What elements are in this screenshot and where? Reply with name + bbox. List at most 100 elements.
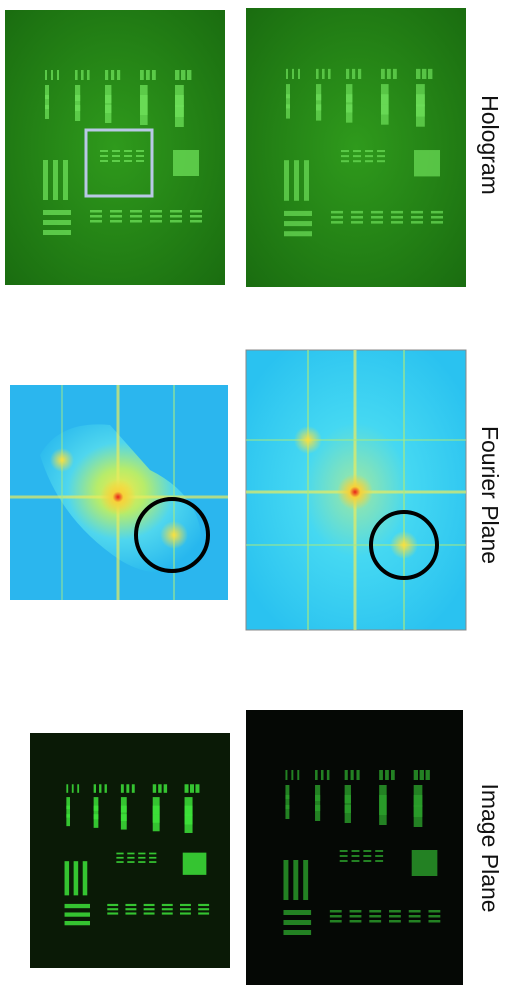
target-bar: [173, 150, 199, 176]
target-bar: [180, 912, 191, 914]
label-fourier: Fourier Plane: [477, 426, 503, 564]
target-bar: [341, 160, 349, 162]
target-bar: [297, 770, 299, 780]
target-bar: [409, 915, 421, 918]
target-bar: [110, 220, 122, 223]
target-bar: [150, 220, 162, 223]
target-bar: [365, 155, 373, 157]
target-bar: [294, 160, 299, 201]
target-bar: [389, 910, 401, 913]
target-bar: [45, 105, 49, 119]
target-bar: [144, 904, 155, 906]
target-bar: [352, 850, 360, 852]
target-bar: [416, 104, 425, 126]
target-bar: [293, 860, 298, 900]
target-bar: [138, 853, 145, 855]
target-bar: [110, 215, 122, 218]
target-bar: [352, 69, 355, 79]
target-bar: [65, 912, 90, 916]
target-bar: [124, 150, 132, 152]
target-bar: [121, 814, 127, 829]
target-bar: [107, 908, 118, 910]
target-bar: [371, 211, 383, 214]
target-bar: [331, 221, 343, 224]
target-bar: [107, 904, 118, 906]
target-bar: [431, 216, 443, 219]
target-bar: [350, 910, 362, 913]
target-bar: [352, 855, 360, 857]
target-bar: [369, 920, 381, 923]
target-bar: [90, 215, 102, 218]
target-bar: [105, 784, 107, 793]
target-bar: [345, 805, 351, 823]
target-bar: [195, 784, 199, 793]
target-bar: [375, 850, 383, 852]
target-bar: [83, 861, 88, 895]
target-bar: [185, 784, 189, 793]
target-bar: [105, 105, 111, 123]
target-bar: [162, 904, 173, 906]
target-bar: [65, 904, 90, 908]
target-bar: [170, 220, 182, 223]
dc-peak: [100, 479, 136, 515]
target-bar: [100, 160, 108, 162]
hologram-panel-right: [246, 8, 466, 287]
target-bar: [63, 160, 68, 200]
target-bar: [371, 221, 383, 224]
target-bar: [90, 220, 102, 223]
target-bar: [420, 770, 424, 780]
target-bar: [149, 857, 156, 859]
target-bar: [198, 904, 209, 906]
target-bar: [116, 853, 123, 855]
target-bar: [351, 770, 354, 780]
target-bar: [284, 211, 312, 216]
target-bar: [136, 160, 144, 162]
target-bar: [146, 70, 150, 80]
target-bar: [284, 160, 289, 201]
target-bar: [53, 160, 58, 200]
target-bar: [190, 220, 202, 223]
side-peak: [50, 448, 74, 472]
target-bar: [43, 230, 71, 235]
target-bar: [416, 69, 420, 79]
target-bar: [393, 69, 397, 79]
target-bar: [175, 105, 184, 127]
target-bar: [375, 855, 383, 857]
target-bar: [57, 70, 59, 80]
target-bar: [315, 770, 318, 780]
target-bar: [316, 104, 321, 120]
target-bar: [330, 910, 342, 913]
target-bar: [158, 784, 161, 793]
target-bar: [130, 210, 142, 213]
target-bar: [340, 860, 348, 862]
target-bar: [377, 160, 385, 162]
target-bar: [198, 908, 209, 910]
target-bar: [66, 784, 68, 793]
target-bar: [331, 211, 343, 214]
hologram-panel-left: [5, 10, 225, 285]
target-bar: [198, 912, 209, 914]
target-bar: [105, 70, 108, 80]
target-bar: [387, 69, 391, 79]
target-bar: [170, 215, 182, 218]
target-bar: [126, 784, 129, 793]
target-bar: [45, 70, 47, 80]
dc-peak: [337, 474, 373, 510]
target-bar: [365, 150, 373, 152]
target-bar: [285, 805, 289, 819]
target-bar: [144, 912, 155, 914]
image-panel-left: [30, 733, 230, 968]
target-bar: [116, 861, 123, 863]
target-bar: [345, 770, 348, 780]
target-bar: [411, 211, 423, 214]
target-bar: [87, 70, 90, 80]
target-bar: [286, 104, 290, 118]
target-bar: [322, 69, 325, 79]
target-bar: [351, 221, 363, 224]
target-bar: [371, 216, 383, 219]
label-hologram: Hologram: [477, 95, 503, 195]
target-bar: [180, 908, 191, 910]
target-bar: [175, 70, 179, 80]
target-bar: [65, 861, 70, 895]
target-bar: [107, 912, 118, 914]
